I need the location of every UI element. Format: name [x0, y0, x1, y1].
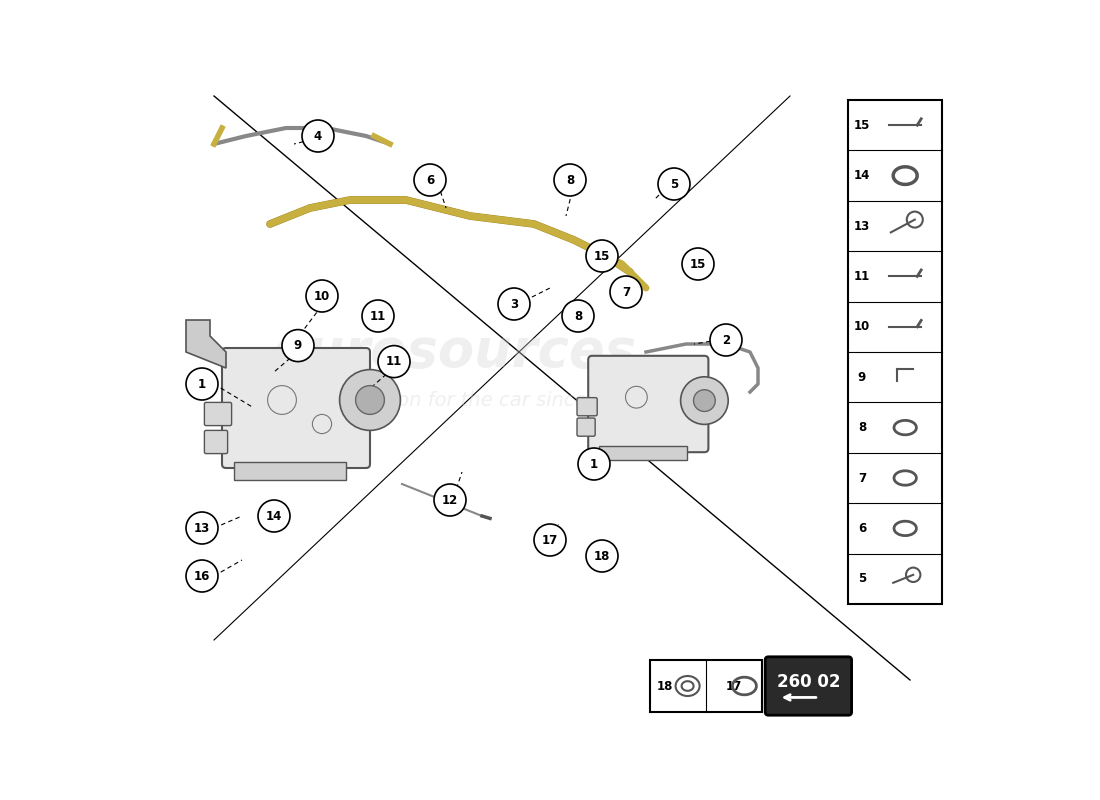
Circle shape — [414, 164, 446, 196]
Text: 14: 14 — [854, 169, 870, 182]
Text: 17: 17 — [726, 679, 742, 693]
Circle shape — [586, 540, 618, 572]
Polygon shape — [186, 320, 225, 368]
Text: 18: 18 — [594, 550, 610, 562]
Circle shape — [434, 484, 466, 516]
Text: 13: 13 — [194, 522, 210, 534]
Text: 11: 11 — [854, 270, 870, 283]
Text: 10: 10 — [314, 290, 330, 302]
Circle shape — [258, 500, 290, 532]
Text: 5: 5 — [858, 572, 866, 586]
Circle shape — [578, 448, 610, 480]
Circle shape — [355, 386, 384, 414]
Text: 17: 17 — [542, 534, 558, 546]
Circle shape — [682, 248, 714, 280]
Text: 7: 7 — [858, 471, 866, 485]
Text: 3: 3 — [510, 298, 518, 310]
FancyBboxPatch shape — [205, 402, 232, 426]
Circle shape — [340, 370, 400, 430]
Text: 1: 1 — [590, 458, 598, 470]
Text: 4: 4 — [314, 130, 322, 142]
Circle shape — [186, 512, 218, 544]
Text: 8: 8 — [574, 310, 582, 322]
Text: 13: 13 — [854, 219, 870, 233]
Text: 7: 7 — [621, 286, 630, 298]
FancyBboxPatch shape — [205, 430, 228, 454]
Circle shape — [562, 300, 594, 332]
Text: 15: 15 — [854, 118, 870, 132]
Text: 260 02: 260 02 — [777, 673, 840, 691]
Text: 10: 10 — [854, 320, 870, 334]
Bar — [234, 462, 346, 480]
Text: 6: 6 — [426, 174, 434, 186]
Text: 11: 11 — [370, 310, 386, 322]
FancyBboxPatch shape — [588, 356, 708, 452]
FancyBboxPatch shape — [766, 657, 851, 715]
Text: 12: 12 — [442, 494, 458, 506]
Bar — [848, 100, 942, 604]
Text: 8: 8 — [565, 174, 574, 186]
Text: 15: 15 — [690, 258, 706, 270]
Circle shape — [186, 560, 218, 592]
Text: 8: 8 — [858, 421, 866, 434]
Text: 5: 5 — [670, 178, 678, 190]
Circle shape — [534, 524, 566, 556]
Text: 15: 15 — [594, 250, 610, 262]
Text: 6: 6 — [858, 522, 866, 535]
Circle shape — [681, 377, 728, 424]
Circle shape — [378, 346, 410, 378]
Text: 11: 11 — [386, 355, 403, 368]
Text: 16: 16 — [194, 570, 210, 582]
Circle shape — [658, 168, 690, 200]
FancyBboxPatch shape — [578, 418, 595, 436]
Bar — [650, 660, 762, 712]
Text: 2: 2 — [722, 334, 730, 346]
Text: 9: 9 — [858, 370, 866, 384]
Circle shape — [302, 120, 334, 152]
Circle shape — [610, 276, 642, 308]
Circle shape — [693, 390, 715, 411]
Circle shape — [362, 300, 394, 332]
Circle shape — [282, 330, 314, 362]
Circle shape — [554, 164, 586, 196]
Circle shape — [498, 288, 530, 320]
Circle shape — [186, 368, 218, 400]
Circle shape — [710, 324, 742, 356]
Text: a passion for the car since 1985: a passion for the car since 1985 — [329, 390, 642, 410]
Text: 1: 1 — [198, 378, 206, 390]
Text: 18: 18 — [657, 679, 672, 693]
Circle shape — [586, 240, 618, 272]
Circle shape — [306, 280, 338, 312]
Text: 14: 14 — [266, 510, 283, 522]
Text: 9: 9 — [294, 339, 302, 352]
FancyBboxPatch shape — [222, 348, 370, 468]
Bar — [600, 446, 688, 460]
FancyBboxPatch shape — [578, 398, 597, 416]
Text: eurosources: eurosources — [272, 326, 637, 378]
